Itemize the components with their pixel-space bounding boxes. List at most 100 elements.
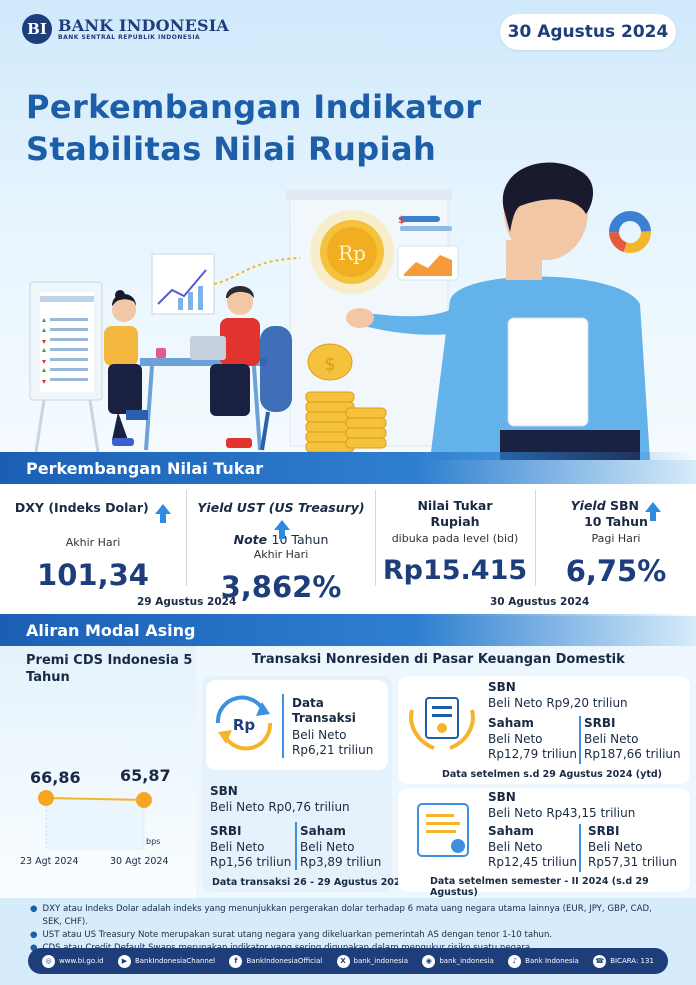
sbn-subtitle: Pagi Hari	[591, 532, 641, 545]
tx-srbi-title: SRBI	[210, 824, 242, 838]
ust-subtitle: Akhir Hari	[253, 548, 309, 561]
footer-link-instagram[interactable]: ◉ bank_indonesia	[422, 954, 494, 968]
footnote-item: ● UST atau US Treasury Note merupakan sur…	[30, 930, 553, 940]
ust-title-note: Note	[233, 532, 268, 547]
ytd-sbn-line: Beli Neto Rp9,20 triliun	[488, 696, 628, 710]
indicator-sbn: Yield SBN 10 Tahun Pagi Hari 6,75%	[536, 484, 696, 590]
tx-data-title2: Transaksi	[292, 711, 356, 725]
cds-date-end: 30 Agt 2024	[110, 856, 169, 867]
page-title: Perkembangan Indikator Stabilitas Nilai …	[26, 86, 626, 170]
facebook-icon: f	[229, 954, 243, 968]
sem-srbi-line2: Rp57,31 triliun	[588, 855, 677, 869]
certificate-icon	[417, 803, 469, 857]
svg-text:$: $	[398, 215, 405, 226]
rupiah-title-line2: Rupiah	[430, 514, 480, 529]
tx-data-line2: Rp6,21 triliun	[292, 743, 374, 757]
ytd-note: Data setelmen s.d 29 Agustus 2024 (ytd)	[442, 769, 663, 780]
tx-sbn-line: Beli Neto Rp0,76 triliun	[210, 800, 350, 814]
bicara-icon: ☎	[593, 954, 607, 968]
bank-name: BANK INDONESIA	[58, 15, 230, 35]
footer-link-youtube[interactable]: ▶ BankIndonesiaChannel	[117, 954, 215, 968]
sem-srbi-title: SRBI	[588, 824, 620, 838]
cds-point-end	[136, 792, 152, 808]
data-transaksi-box	[206, 680, 388, 770]
ytd-saham-title: Saham	[488, 716, 534, 730]
tx-srbi-line1: Beli Neto	[210, 840, 265, 854]
cds-unit: bps	[146, 837, 161, 846]
divider	[375, 490, 376, 586]
exchange-indicators: DXY (Indeks Dolar) Akhir Hari 101,34 Yie…	[0, 484, 696, 616]
sbn-title-italic: Yield	[570, 498, 606, 513]
footer-link-bicara[interactable]: ☎ BICARA: 131	[593, 954, 654, 968]
ytd-saham-line1: Beli Neto	[488, 732, 543, 746]
award-document-icon	[409, 697, 475, 750]
section-header-capital-flows: Aliran Modal Asing	[0, 614, 696, 646]
hero-banner: Rp $	[0, 0, 696, 460]
ust-value: 3,862%	[220, 570, 342, 604]
divider	[295, 822, 297, 870]
cds-title: Premi CDS Indonesia 5 Tahun	[26, 653, 193, 685]
hero-illustration: Rp $	[29, 162, 651, 460]
dxy-title: DXY (Indeks Dolar)	[14, 500, 149, 515]
cds-date-start: 23 Agt 2024	[20, 856, 79, 867]
ust-title-tenor: 10 Tahun	[271, 532, 329, 547]
divider	[579, 824, 581, 872]
indicator-dxy: DXY (Indeks Dolar) Akhir Hari 101,34	[0, 484, 186, 592]
ytd-srbi-line2: Rp187,66 triliun	[584, 747, 681, 761]
divider	[579, 716, 581, 764]
social-footer: ◎ www.bi.go.id ▶ BankIndonesiaChannel f Ban…	[28, 948, 668, 974]
cds-value-end: 65,87	[120, 766, 171, 785]
report-date-badge: 30 Agustus 2024	[500, 14, 676, 50]
dxy-subtitle: Akhir Hari	[65, 536, 121, 549]
indicator-ust: Yield UST (US Treasury) Note 10 Tahun Ak…	[187, 484, 375, 604]
rp-coin-symbol: Rp	[338, 241, 366, 265]
divider	[186, 490, 187, 586]
ytd-sbn-title: SBN	[488, 680, 516, 694]
divider	[535, 490, 536, 586]
tiktok-icon: ♪	[508, 954, 522, 968]
tx-srbi-line2: Rp1,56 triliun	[210, 855, 292, 869]
tx-saham-line1: Beli Neto	[300, 840, 355, 854]
tx-saham-line2: Rp3,89 triliun	[300, 855, 382, 869]
trend-up-icon	[274, 519, 290, 539]
rp-cycle-icon: Rp	[215, 695, 273, 751]
sem-saham-line1: Beli Neto	[488, 840, 543, 854]
sbn-title-tenor: 10 Tahun	[584, 514, 648, 529]
footer-link-website[interactable]: ◎ www.bi.go.id	[42, 954, 104, 968]
dxy-value: 101,34	[37, 558, 149, 592]
date-label-right: 30 Agustus 2024	[490, 596, 590, 608]
rupiah-title-line1: Nilai Tukar	[417, 498, 493, 513]
cds-value-start: 66,86	[30, 768, 81, 787]
ytd-saham-line2: Rp12,79 triliun	[488, 747, 577, 761]
rupiah-value: Rp15.415	[382, 555, 528, 586]
tx-sbn-title: SBN	[210, 784, 238, 798]
page-title-line2: Stabilitas Nilai Rupiah	[26, 130, 437, 168]
sem-note: Data setelmen semester - II 2024 (s.d 29…	[430, 876, 649, 898]
globe-icon: ◎	[42, 954, 55, 968]
trend-up-icon	[155, 503, 172, 523]
rupiah-subtitle: dibuka pada level (bid)	[391, 532, 519, 545]
cds-panel	[0, 646, 196, 898]
transactions-title: Transaksi Nonresiden di Pasar Keuangan D…	[252, 652, 625, 667]
channel-icon: ▶	[117, 954, 131, 968]
trend-up-icon	[645, 501, 662, 521]
cds-trend-line	[45, 797, 145, 801]
tx-note: Data transaksi 26 - 29 Agustus 2024	[212, 877, 408, 888]
instagram-icon: ◉	[422, 954, 436, 968]
page-title-line1: Perkembangan Indikator	[26, 88, 482, 126]
svg-text:$: $	[324, 354, 335, 375]
footer-link-tiktok[interactable]: ♪ Bank Indonesia	[508, 954, 579, 968]
sem-srbi-line1: Beli Neto	[588, 840, 643, 854]
ust-title-italic: Yield UST (US Treasury)	[197, 500, 365, 515]
divider	[282, 694, 284, 758]
bank-logo: BI BANK INDONESIA BANK SENTRAL REPUBLIK …	[22, 14, 229, 44]
sem-sbn-title: SBN	[488, 790, 516, 804]
sem-saham-title: Saham	[488, 824, 534, 838]
bank-subtitle: BANK SENTRAL REPUBLIK INDONESIA	[58, 33, 201, 41]
sbn-value: 6,75%	[565, 554, 667, 588]
indicator-rupiah: Nilai Tukar Rupiah dibuka pada level (bi…	[376, 484, 534, 590]
tx-saham-title: Saham	[300, 824, 346, 838]
x-icon: X	[336, 954, 350, 968]
footer-link-facebook[interactable]: f BankIndonesiaOfficial	[229, 954, 322, 968]
